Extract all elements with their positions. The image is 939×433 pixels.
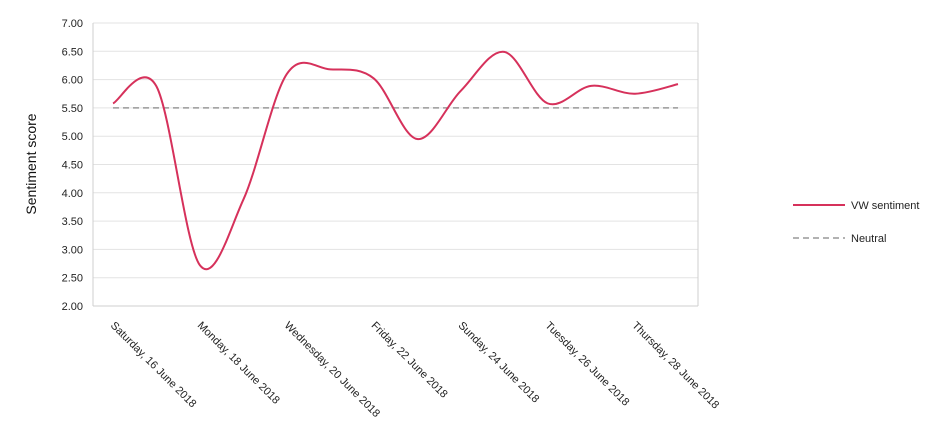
grid-lines	[93, 22, 698, 279]
y-tick-label: 2.50	[62, 273, 83, 285]
y-axis-label: Sentiment score	[23, 113, 39, 214]
legend-label: Neutral	[851, 233, 886, 245]
y-tick-label: 4.50	[62, 160, 83, 172]
series-lines	[112, 50, 679, 270]
vw-sentiment-line	[112, 50, 679, 270]
x-tick-label: Friday, 22 June 2018	[369, 320, 450, 401]
y-tick-label: 3.50	[62, 216, 83, 228]
y-tick-label: 5.00	[62, 131, 83, 143]
y-tick-label: 3.00	[62, 244, 83, 256]
y-tick-label: 6.00	[62, 75, 83, 87]
axes	[92, 23, 699, 307]
x-tick-label: Tuesday, 26 June 2018	[542, 320, 631, 409]
y-tick-label: 4.00	[62, 188, 83, 200]
legend: VW sentiment Neutral	[793, 200, 919, 245]
y-tick-label: 2.00	[62, 301, 83, 313]
y-tick-labels: 2.00 2.50 3.00 3.50 4.00 4.50 5.00 5.50 6.00 6.50…	[62, 18, 83, 313]
x-tick-label: Wednesday, 20 June 2018	[282, 320, 382, 420]
legend-label: VW sentiment	[851, 200, 919, 212]
x-tick-label: Saturday, 16 June 2018	[108, 320, 199, 411]
x-tick-label: Sunday, 24 June 2018	[456, 320, 542, 406]
x-tick-label: Thursday, 28 June 2018	[629, 320, 721, 412]
y-tick-label: 6.50	[62, 46, 83, 58]
y-tick-label: 7.00	[62, 18, 83, 30]
x-tick-label: Monday, 18 June 2018	[195, 320, 282, 407]
y-tick-label: 5.50	[62, 103, 83, 115]
